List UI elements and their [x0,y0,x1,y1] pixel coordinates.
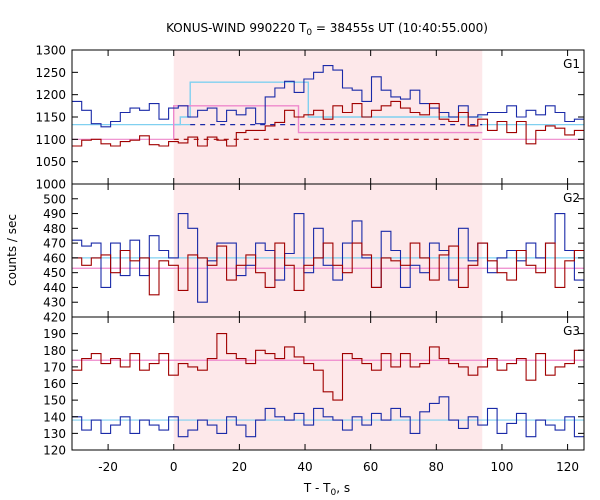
panel-3-y-tick-label: 160 [43,377,66,391]
panel-3-y-tick-label: 140 [43,410,66,424]
panel-2-y-tick-label: 450 [43,266,66,280]
labels-layer: 1000105011001150120012501300G14204304404… [35,44,580,475]
panel-3-series-red [72,333,584,401]
chart-title-main: KONUS-WIND 990220 T [166,21,307,35]
panel-1-y-tick-label: 1200 [35,88,66,102]
panel-2-series-red [72,242,584,296]
panel-2-y-tick-label: 480 [43,222,66,236]
x-tick-label: 120 [556,460,579,474]
panel-1-y-tick-label: 1300 [35,44,66,58]
panel-2-label: G2 [563,191,580,205]
panel-2-y-tick-label: 490 [43,207,66,221]
chart-title: KONUS-WIND 990220 T0 = 38455s UT (10:40:… [166,21,488,38]
panel-2-y-tick-label: 500 [43,192,66,206]
panel-1-model-step-2 [173,105,483,140]
panel-3-y-tick-label: 130 [43,427,66,441]
panel-2-y-tick-label: 440 [43,281,66,295]
panel-3-label: G3 [563,324,580,338]
panel-1-data [72,65,584,147]
panel-1-y-tick-label: 1100 [35,133,66,147]
panel-3-y-tick-label: 150 [43,394,66,408]
x-tick-label: 20 [232,460,247,474]
x-axis-label-main: T - T [303,481,331,495]
panel-2-y-tick-label: 420 [43,311,66,325]
y-axis-label: counts / sec [5,214,19,286]
x-tick-label: -20 [98,460,118,474]
x-tick-label: 100 [490,460,513,474]
panel-2-data [72,213,584,303]
panel-1-y-tick-label: 1250 [35,66,66,80]
panel-3-y-tick-label: 190 [43,327,66,341]
shaded-interval [173,50,483,450]
panel-3-y-tick-label: 120 [43,444,66,458]
axes-layer [71,49,585,451]
panel-1-series-blue [72,65,584,128]
panel-1-label: G1 [563,57,580,71]
panel-1-y-tick-label: 1150 [35,111,66,125]
x-tick-label: 60 [363,460,378,474]
panel-3-series-blue [72,396,584,443]
x-tick-label: 0 [170,460,178,474]
x-tick-label: 40 [297,460,312,474]
x-tick-label: 80 [429,460,444,474]
panel-3-y-tick-label: 180 [43,344,66,358]
panel-1-y-tick-label: 1000 [35,178,66,192]
x-axis-label-rest: , s [336,481,350,495]
x-axis-label: T - T0, s [303,481,350,498]
panel-2-y-tick-label: 460 [43,251,66,265]
panel-2-y-tick-label: 430 [43,296,66,310]
panel-1-series-red [72,100,584,147]
panel-1-model-step-1 [173,81,483,126]
x-axis-label-sub: 0 [331,488,337,498]
data-layer [72,65,584,443]
chart-title-rest: = 38455s UT (10:40:55.000) [312,21,488,35]
panel-2-y-tick-label: 470 [43,237,66,251]
panel-3-data [72,333,584,443]
shade-layer [173,50,483,450]
panel-3-y-tick-label: 170 [43,360,66,374]
chart-title-sub: 0 [306,28,312,38]
panel-1-y-tick-label: 1050 [35,155,66,169]
